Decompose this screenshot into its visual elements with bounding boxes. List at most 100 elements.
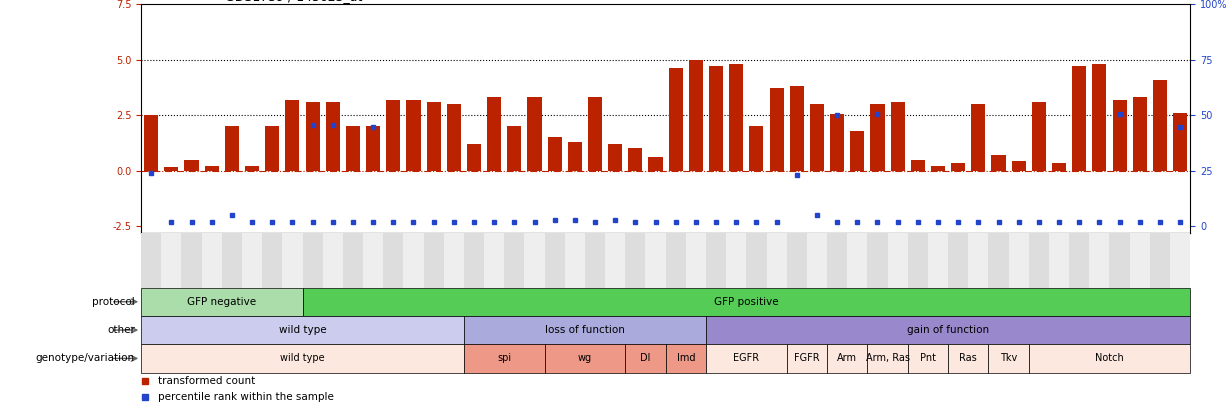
Bar bbox=[447, 104, 461, 171]
Text: protocol: protocol bbox=[92, 297, 135, 307]
Bar bbox=[141, 316, 464, 344]
Bar bbox=[406, 100, 421, 171]
Bar bbox=[787, 344, 827, 373]
Bar bbox=[948, 344, 989, 373]
Bar bbox=[545, 233, 564, 288]
Bar bbox=[827, 344, 867, 373]
Text: Notch: Notch bbox=[1096, 354, 1124, 363]
Text: loss of function: loss of function bbox=[545, 325, 625, 335]
Bar bbox=[346, 126, 360, 171]
Bar bbox=[342, 233, 363, 288]
Bar bbox=[769, 88, 784, 171]
Bar bbox=[605, 233, 626, 288]
Bar bbox=[404, 233, 423, 288]
Bar bbox=[504, 233, 524, 288]
Bar bbox=[144, 115, 158, 171]
Bar bbox=[528, 97, 541, 171]
Bar bbox=[827, 233, 847, 288]
Bar bbox=[1009, 233, 1028, 288]
Bar bbox=[767, 233, 787, 288]
Bar bbox=[807, 233, 827, 288]
Bar bbox=[1153, 80, 1167, 171]
Bar bbox=[303, 288, 1190, 316]
Bar bbox=[908, 233, 928, 288]
Bar bbox=[1171, 233, 1190, 288]
Bar bbox=[709, 66, 723, 171]
Bar bbox=[928, 233, 948, 288]
Bar bbox=[1028, 233, 1049, 288]
Text: GDS1739 / 143623_at: GDS1739 / 143623_at bbox=[225, 0, 362, 3]
Bar bbox=[205, 166, 218, 171]
Bar bbox=[867, 344, 908, 373]
Bar bbox=[628, 149, 643, 171]
Bar bbox=[688, 60, 703, 171]
Bar bbox=[1049, 233, 1069, 288]
Bar bbox=[265, 126, 280, 171]
Text: other: other bbox=[107, 325, 135, 335]
Text: genotype/variation: genotype/variation bbox=[36, 354, 135, 363]
Bar bbox=[164, 167, 178, 171]
Text: Tkv: Tkv bbox=[1000, 354, 1017, 363]
Bar bbox=[306, 102, 320, 171]
Bar bbox=[487, 97, 501, 171]
Bar bbox=[1092, 64, 1107, 171]
Bar bbox=[790, 86, 804, 171]
Bar bbox=[706, 344, 787, 373]
Bar bbox=[387, 100, 400, 171]
Bar bbox=[141, 344, 464, 373]
Bar bbox=[1028, 344, 1190, 373]
Text: percentile rank within the sample: percentile rank within the sample bbox=[158, 392, 334, 402]
Bar bbox=[1011, 161, 1026, 171]
Bar bbox=[910, 160, 925, 171]
Bar bbox=[665, 344, 706, 373]
Bar bbox=[989, 344, 1028, 373]
Bar bbox=[706, 316, 1190, 344]
Bar bbox=[968, 233, 989, 288]
Bar bbox=[184, 160, 199, 171]
Bar bbox=[989, 233, 1009, 288]
Bar bbox=[867, 233, 887, 288]
Bar bbox=[564, 233, 585, 288]
Text: FGFR: FGFR bbox=[794, 354, 820, 363]
Bar bbox=[649, 157, 663, 171]
Bar bbox=[850, 131, 864, 171]
Bar bbox=[464, 344, 545, 373]
Text: GFP positive: GFP positive bbox=[714, 297, 779, 307]
Bar bbox=[366, 126, 380, 171]
Bar bbox=[831, 114, 844, 171]
Bar bbox=[141, 288, 303, 316]
Text: Pnt: Pnt bbox=[920, 354, 936, 363]
Text: spi: spi bbox=[497, 354, 512, 363]
Bar bbox=[245, 166, 259, 171]
Text: wg: wg bbox=[578, 354, 591, 363]
Bar bbox=[444, 233, 464, 288]
Bar bbox=[972, 104, 985, 171]
Bar bbox=[706, 233, 726, 288]
Bar bbox=[222, 233, 242, 288]
Bar bbox=[645, 233, 666, 288]
Bar bbox=[1052, 163, 1066, 171]
Text: Arm: Arm bbox=[837, 354, 858, 363]
Bar bbox=[182, 233, 201, 288]
Bar bbox=[464, 316, 706, 344]
Bar bbox=[464, 233, 485, 288]
Text: wild type: wild type bbox=[279, 325, 326, 335]
Bar bbox=[1133, 97, 1147, 171]
Text: wild type: wild type bbox=[280, 354, 325, 363]
Bar bbox=[887, 233, 908, 288]
Bar bbox=[665, 233, 686, 288]
Bar bbox=[323, 233, 342, 288]
Bar bbox=[870, 104, 885, 171]
Bar bbox=[467, 144, 481, 171]
Bar bbox=[908, 344, 948, 373]
Bar bbox=[201, 233, 222, 288]
Bar bbox=[161, 233, 182, 288]
Text: gain of function: gain of function bbox=[907, 325, 989, 335]
Bar bbox=[686, 233, 706, 288]
Bar bbox=[588, 97, 602, 171]
Bar bbox=[1032, 102, 1045, 171]
Bar bbox=[626, 344, 666, 373]
Bar bbox=[225, 126, 239, 171]
Bar bbox=[669, 68, 682, 171]
Bar bbox=[1173, 113, 1188, 171]
